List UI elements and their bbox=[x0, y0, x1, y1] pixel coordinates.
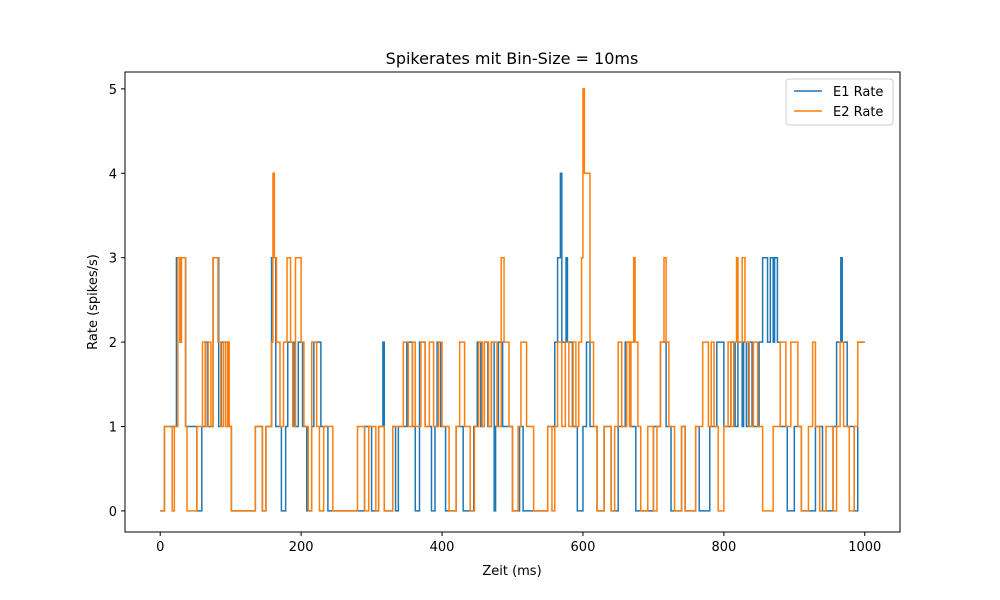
y-tick-label: 1 bbox=[109, 420, 117, 435]
legend: E1 Rate E2 Rate bbox=[785, 78, 894, 126]
x-tick-label: 200 bbox=[289, 540, 314, 555]
chart-title: Spikerates mit Bin-Size = 10ms bbox=[386, 49, 639, 68]
y-axis-ticks: 0 1 2 3 4 5 bbox=[109, 83, 125, 520]
x-tick-label: 0 bbox=[156, 540, 164, 555]
y-tick-label: 5 bbox=[109, 83, 117, 98]
x-tick-label: 800 bbox=[711, 540, 736, 555]
y-tick-label: 2 bbox=[109, 336, 117, 351]
x-tick-label: 600 bbox=[571, 540, 596, 555]
plot-frame bbox=[124, 71, 901, 533]
x-axis-label: Zeit (ms) bbox=[482, 564, 541, 579]
legend-label-e1: E1 Rate bbox=[833, 85, 883, 100]
y-tick-label: 3 bbox=[109, 252, 117, 267]
series-layer bbox=[160, 88, 865, 512]
x-tick-label: 400 bbox=[430, 540, 455, 555]
legend-label-e2: E2 Rate bbox=[833, 105, 883, 120]
x-tick-label: 1000 bbox=[848, 540, 881, 555]
y-tick-label: 0 bbox=[109, 505, 117, 520]
y-axis-label: Rate (spikes/s) bbox=[86, 254, 101, 350]
series-line-e2-rate bbox=[160, 88, 865, 512]
x-axis-ticks: 0 200 400 600 800 1000 bbox=[156, 532, 881, 555]
y-tick-label: 4 bbox=[109, 167, 117, 182]
